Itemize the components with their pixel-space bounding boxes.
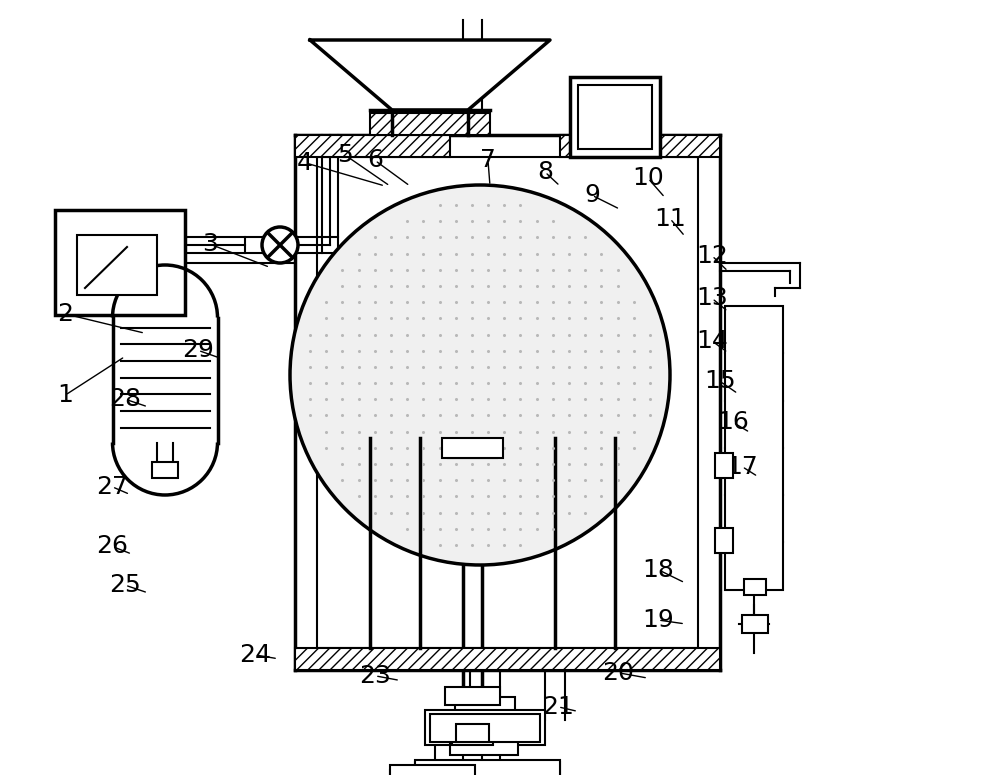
- Bar: [390, 765, 475, 775]
- Text: 1: 1: [57, 384, 73, 407]
- Bar: [77, 235, 157, 295]
- Bar: [370, 113, 490, 135]
- Text: 21: 21: [542, 695, 574, 718]
- Circle shape: [112, 390, 218, 495]
- Bar: [152, 461, 178, 477]
- Text: 24: 24: [239, 643, 271, 666]
- Text: 16: 16: [717, 411, 749, 434]
- Text: 29: 29: [182, 339, 214, 362]
- Text: 19: 19: [642, 608, 674, 632]
- Text: 25: 25: [109, 574, 141, 597]
- Bar: [742, 615, 768, 633]
- Bar: [430, 714, 540, 742]
- Text: 4: 4: [297, 151, 313, 174]
- Bar: [450, 741, 518, 755]
- Text: 10: 10: [632, 167, 664, 190]
- Bar: [295, 648, 720, 670]
- Text: 14: 14: [696, 329, 728, 353]
- Bar: [445, 687, 500, 705]
- Text: 18: 18: [642, 558, 674, 581]
- Text: 6: 6: [367, 149, 383, 172]
- Bar: [415, 760, 560, 775]
- Bar: [112, 318, 218, 443]
- Bar: [448, 440, 497, 458]
- Text: 15: 15: [704, 370, 736, 393]
- Circle shape: [112, 265, 218, 370]
- Text: 2: 2: [57, 302, 73, 326]
- Circle shape: [262, 227, 298, 263]
- Text: 11: 11: [654, 207, 686, 230]
- Text: 20: 20: [602, 661, 634, 684]
- Bar: [425, 710, 545, 745]
- Text: 13: 13: [696, 287, 728, 310]
- Text: 7: 7: [480, 149, 496, 172]
- Text: 3: 3: [202, 232, 218, 256]
- Bar: [455, 697, 515, 712]
- Bar: [570, 77, 660, 157]
- Text: 12: 12: [696, 244, 728, 267]
- Bar: [578, 85, 652, 149]
- Circle shape: [290, 185, 670, 565]
- Bar: [744, 579, 766, 595]
- Bar: [725, 306, 783, 590]
- Text: 28: 28: [109, 388, 141, 411]
- Bar: [715, 453, 733, 478]
- Text: 27: 27: [96, 475, 128, 498]
- Bar: [452, 720, 493, 745]
- Text: 5: 5: [337, 143, 353, 167]
- Bar: [295, 135, 450, 157]
- Bar: [442, 438, 503, 458]
- Text: 17: 17: [726, 455, 758, 478]
- Text: 22: 22: [442, 711, 474, 734]
- Text: 23: 23: [359, 664, 391, 687]
- Text: 8: 8: [537, 160, 553, 184]
- Bar: [560, 135, 720, 157]
- Polygon shape: [310, 40, 550, 110]
- Bar: [456, 724, 489, 742]
- Text: 26: 26: [96, 535, 128, 558]
- Text: 9: 9: [584, 184, 600, 207]
- Bar: [55, 210, 185, 315]
- Bar: [715, 528, 733, 553]
